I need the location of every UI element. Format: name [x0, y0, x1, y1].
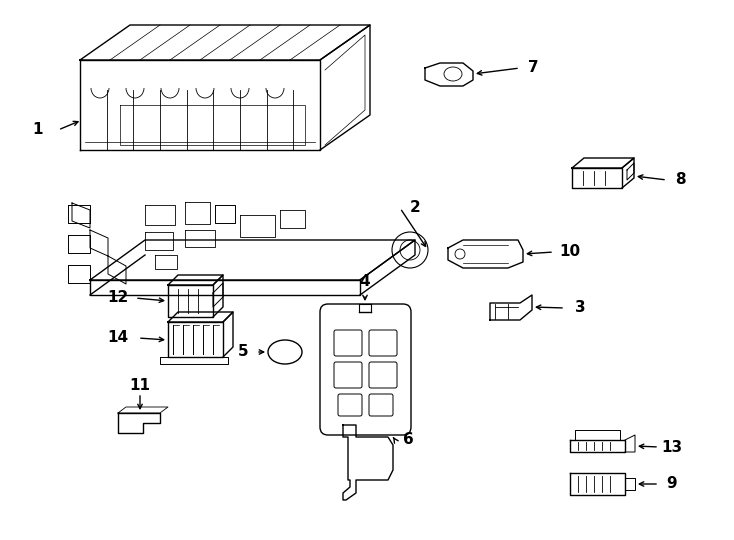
- Text: 14: 14: [107, 330, 128, 346]
- Text: 4: 4: [360, 274, 371, 289]
- Text: 5: 5: [238, 345, 248, 360]
- Text: 1: 1: [33, 123, 43, 138]
- Text: 11: 11: [129, 377, 150, 393]
- Text: 13: 13: [661, 440, 683, 455]
- Text: 6: 6: [403, 433, 413, 448]
- Text: 3: 3: [575, 300, 585, 315]
- Text: 2: 2: [410, 200, 421, 215]
- Text: 10: 10: [559, 245, 581, 260]
- Text: 9: 9: [666, 476, 677, 491]
- Text: 7: 7: [528, 60, 538, 76]
- Text: 12: 12: [107, 291, 128, 306]
- Text: 8: 8: [675, 172, 686, 187]
